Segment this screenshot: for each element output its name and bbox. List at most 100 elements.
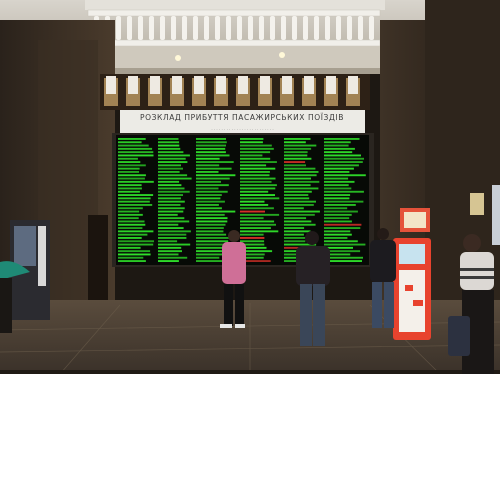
board-row bbox=[158, 190, 190, 193]
board-row bbox=[324, 204, 356, 206]
board-row bbox=[284, 237, 318, 239]
balcony-top bbox=[85, 0, 385, 10]
board-row-highlight bbox=[284, 161, 306, 163]
baluster bbox=[226, 16, 231, 40]
board-row bbox=[240, 240, 265, 243]
board-row bbox=[158, 240, 178, 243]
side-display bbox=[492, 185, 500, 245]
board-row bbox=[196, 233, 227, 236]
board-row bbox=[324, 147, 355, 150]
board-row bbox=[196, 204, 219, 206]
board-row bbox=[240, 227, 271, 229]
board-row bbox=[118, 174, 146, 177]
board-row bbox=[196, 177, 230, 180]
board-row bbox=[284, 177, 311, 180]
board-row bbox=[118, 190, 140, 193]
board-row bbox=[158, 250, 182, 253]
board-row bbox=[158, 197, 181, 200]
baluster bbox=[325, 16, 330, 40]
ceiling-lamp bbox=[279, 52, 285, 58]
board-row bbox=[118, 164, 146, 167]
board-row bbox=[240, 171, 270, 173]
board-row bbox=[158, 167, 183, 170]
board-row bbox=[158, 157, 186, 160]
board-row bbox=[118, 210, 140, 213]
frieze-bracket bbox=[150, 76, 160, 94]
board-row bbox=[196, 161, 234, 163]
board-row bbox=[240, 204, 269, 206]
person-left-edge bbox=[0, 278, 12, 333]
board-row bbox=[324, 230, 351, 233]
baluster bbox=[347, 16, 352, 40]
board-row bbox=[324, 200, 364, 203]
board-row bbox=[158, 144, 180, 147]
baluster bbox=[171, 16, 176, 40]
board-row bbox=[324, 154, 361, 157]
board-row bbox=[196, 190, 228, 193]
board-row bbox=[118, 197, 151, 200]
board-row bbox=[118, 250, 151, 253]
board-row bbox=[118, 200, 150, 203]
board-row bbox=[240, 250, 273, 253]
board-row bbox=[240, 233, 264, 236]
board-row bbox=[284, 184, 311, 187]
board-row bbox=[284, 157, 312, 160]
baluster bbox=[237, 16, 242, 40]
board-row bbox=[324, 194, 351, 196]
board-row bbox=[324, 184, 349, 187]
board-row bbox=[324, 210, 358, 213]
board-row bbox=[240, 154, 263, 157]
board-row bbox=[118, 167, 140, 170]
board-row bbox=[240, 213, 280, 216]
board-row bbox=[284, 187, 319, 190]
frieze-bracket bbox=[194, 76, 204, 94]
board-row bbox=[158, 256, 188, 259]
board-row bbox=[196, 237, 234, 239]
board-row bbox=[324, 240, 358, 243]
board-row bbox=[240, 243, 265, 246]
ornamental-frieze bbox=[104, 76, 360, 106]
board-row bbox=[240, 184, 277, 187]
board-row bbox=[118, 256, 144, 259]
frieze-bracket bbox=[172, 76, 182, 94]
board-row bbox=[158, 184, 182, 187]
schedule-sign-subtitle: · · · · · · · · · · · · · · · · · · · · … bbox=[211, 127, 274, 132]
board-row bbox=[118, 194, 154, 196]
board-row bbox=[284, 207, 304, 210]
board-row bbox=[324, 207, 348, 210]
board-row bbox=[240, 207, 274, 210]
board-row bbox=[324, 237, 348, 239]
board-row bbox=[196, 260, 228, 262]
board-row bbox=[196, 250, 229, 253]
board-row bbox=[196, 164, 220, 167]
board-row bbox=[240, 180, 272, 183]
board-row bbox=[158, 246, 182, 249]
board-row bbox=[158, 194, 183, 196]
schedule-sign-title: РОЗКЛАД ПРИБУТТЯ ПАСАЖИРСЬКИХ ПОЇЗДІВ bbox=[140, 113, 344, 122]
board-row bbox=[158, 243, 191, 246]
board-row bbox=[324, 243, 366, 246]
station-hall-photo: РОЗКЛАД ПРИБУТТЯ ПАСАЖИРСЬКИХ ПОЇЗДІВ · … bbox=[0, 0, 500, 374]
board-row-highlight bbox=[240, 210, 265, 213]
floor-edge bbox=[0, 370, 500, 374]
board-row bbox=[196, 217, 228, 220]
board-row bbox=[324, 174, 366, 177]
board-row bbox=[118, 154, 154, 157]
board-row bbox=[324, 187, 352, 190]
board-row bbox=[240, 151, 271, 154]
baluster bbox=[149, 16, 154, 40]
board-row bbox=[284, 227, 305, 229]
left-doorway bbox=[88, 215, 108, 305]
person-striped-shirt bbox=[448, 234, 494, 374]
board-row bbox=[240, 223, 276, 226]
board-row bbox=[324, 256, 363, 259]
baluster bbox=[116, 16, 121, 40]
frieze-bracket bbox=[216, 76, 226, 94]
board-row bbox=[240, 253, 265, 256]
frieze-bracket bbox=[128, 76, 138, 94]
board-row bbox=[324, 220, 352, 223]
board-row bbox=[284, 154, 308, 157]
board-row bbox=[118, 180, 154, 183]
board-row bbox=[240, 197, 280, 200]
board-row bbox=[118, 227, 143, 229]
